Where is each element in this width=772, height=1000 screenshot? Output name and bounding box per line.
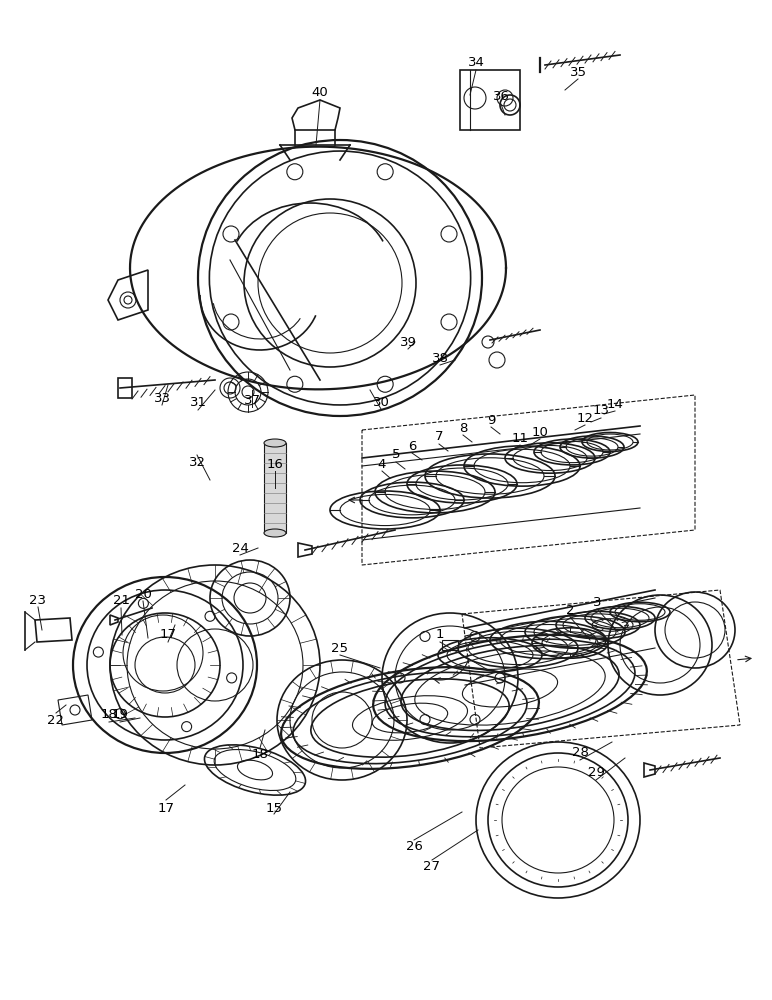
Text: 3: 3 (593, 595, 601, 608)
Text: 23: 23 (29, 593, 46, 606)
Ellipse shape (264, 439, 286, 447)
Text: 18: 18 (100, 708, 117, 722)
Text: 27: 27 (424, 860, 441, 874)
Text: 10: 10 (532, 426, 548, 438)
Text: 37: 37 (243, 393, 260, 406)
Text: 33: 33 (154, 391, 171, 404)
Text: 13: 13 (592, 404, 610, 418)
Text: 1: 1 (435, 629, 444, 642)
Text: 17: 17 (157, 802, 174, 814)
Text: 17: 17 (160, 629, 177, 642)
Text: 25: 25 (331, 642, 348, 654)
Text: 29: 29 (587, 766, 604, 780)
Text: 16: 16 (266, 458, 283, 471)
Text: 24: 24 (232, 542, 249, 554)
Text: 14: 14 (607, 397, 624, 410)
Ellipse shape (264, 529, 286, 537)
Polygon shape (264, 443, 286, 533)
Text: 32: 32 (188, 456, 205, 470)
Text: 19: 19 (112, 708, 128, 722)
Text: 28: 28 (571, 746, 588, 760)
Text: 38: 38 (432, 352, 449, 364)
Text: 40: 40 (312, 86, 328, 99)
Text: 5: 5 (391, 448, 400, 462)
Text: 7: 7 (435, 430, 443, 444)
Text: 34: 34 (468, 56, 485, 70)
Text: 36: 36 (493, 91, 510, 104)
Text: 21: 21 (113, 594, 130, 607)
Text: 4: 4 (378, 458, 386, 471)
Text: 12: 12 (577, 412, 594, 424)
Text: 26: 26 (405, 840, 422, 854)
Text: 2: 2 (566, 603, 574, 616)
Text: 9: 9 (487, 414, 495, 426)
Text: 31: 31 (189, 396, 206, 410)
Text: 15: 15 (266, 802, 283, 814)
Text: 22: 22 (48, 714, 65, 726)
Text: 8: 8 (459, 422, 467, 434)
Text: 35: 35 (570, 66, 587, 79)
Text: 20: 20 (134, 587, 151, 600)
Text: 18: 18 (252, 748, 269, 762)
Text: 39: 39 (400, 336, 416, 349)
Text: 6: 6 (408, 440, 416, 452)
Text: 11: 11 (512, 432, 529, 444)
Text: 30: 30 (373, 395, 389, 408)
